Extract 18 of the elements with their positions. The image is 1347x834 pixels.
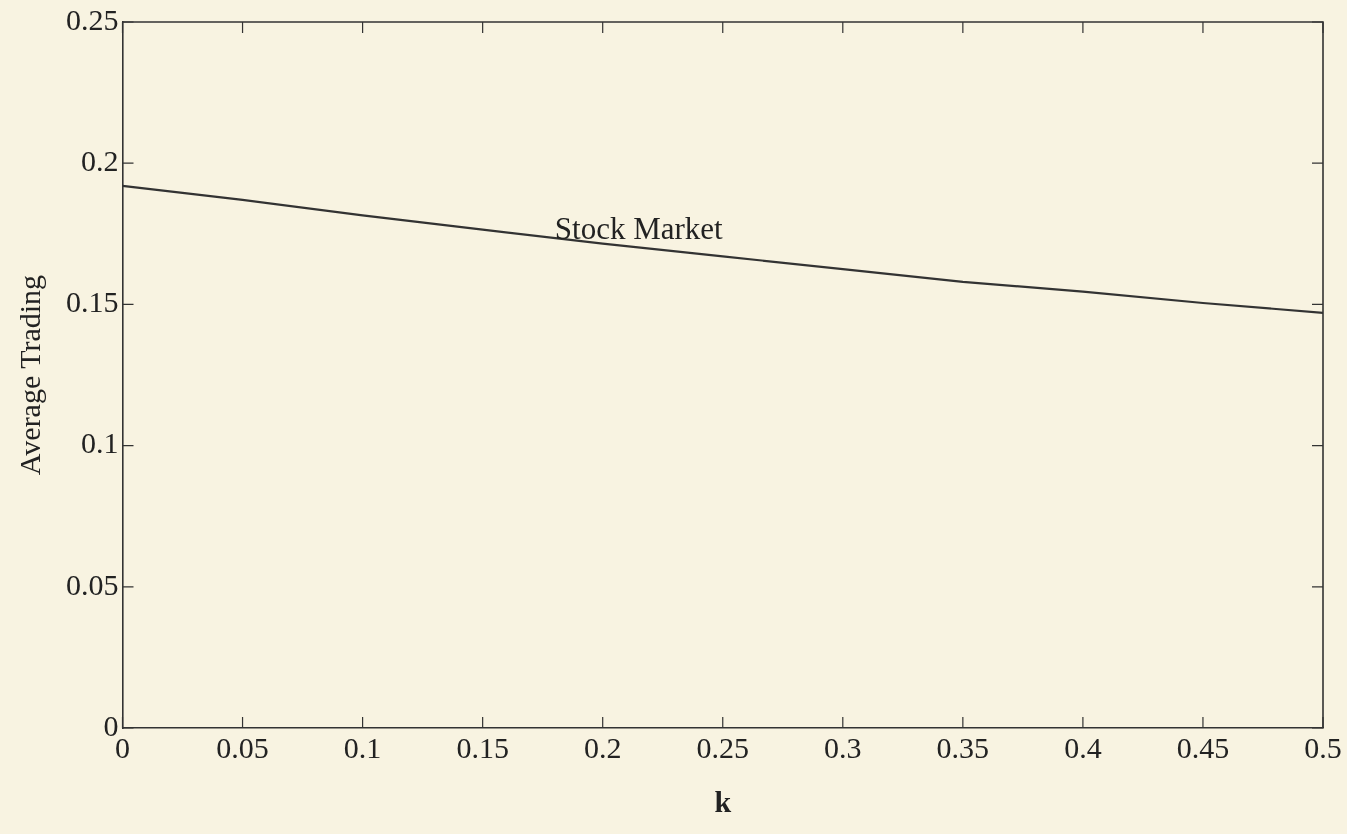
x-tick-label: 0.4 xyxy=(1064,730,1102,764)
y-axis-title: Average Trading xyxy=(12,274,46,476)
x-tick-label: 0.35 xyxy=(936,730,990,764)
x-tick-label: 0.1 xyxy=(343,730,382,764)
y-tick-label: 0.05 xyxy=(66,567,119,601)
y-tick-label: 0.1 xyxy=(81,426,119,460)
x-tick-label: 0.2 xyxy=(583,730,622,764)
y-tick-label: 0.25 xyxy=(66,2,119,36)
x-tick-label: 0.5 xyxy=(1304,730,1342,764)
x-tick-label: 0.25 xyxy=(696,730,749,764)
x-tick-label: 0.3 xyxy=(824,730,862,764)
y-tick-label: 0.15 xyxy=(66,285,119,319)
x-tick-label: 0.15 xyxy=(456,730,509,764)
x-tick-label: 0.45 xyxy=(1176,730,1230,764)
x-tick-label: 0.05 xyxy=(216,730,269,764)
y-tick-label: 0.2 xyxy=(81,144,119,178)
series-label: Stock Market xyxy=(554,211,724,247)
x-axis-title: k xyxy=(714,784,732,818)
